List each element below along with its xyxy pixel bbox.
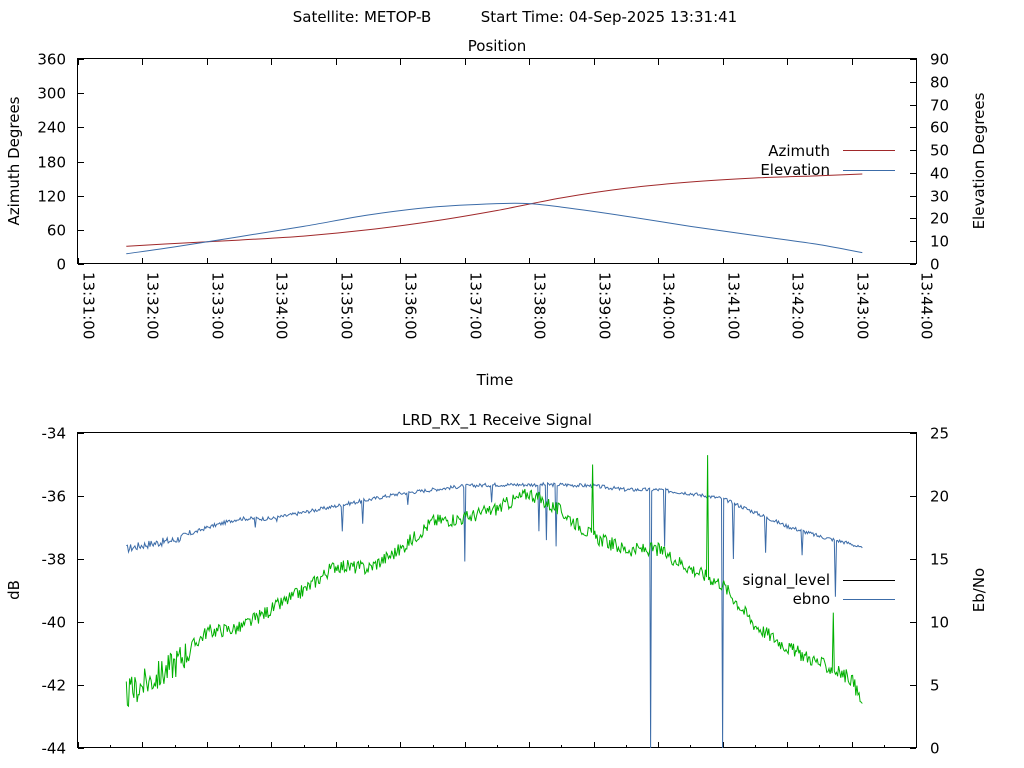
y2-tick-label: 50 xyxy=(930,142,949,160)
y2-tick-label: 90 xyxy=(930,51,949,69)
y-tick-label: -44 xyxy=(42,740,67,758)
y-tick-label: 120 xyxy=(37,188,66,206)
ebno-line xyxy=(126,481,863,749)
position-legend: Azimuth Elevation xyxy=(760,142,895,179)
y-tick-label: 0 xyxy=(56,256,66,274)
signal-level-line xyxy=(125,455,863,708)
x-tick-label: 13:42:00 xyxy=(789,272,807,339)
receive-left-axis: -34 -36 -38 -40 -42 -44 xyxy=(42,425,84,758)
y2-tick-label: 25 xyxy=(930,425,949,443)
y-tick-label: -42 xyxy=(42,677,67,695)
position-chart-title: Position xyxy=(468,37,526,55)
y-tick-label: -34 xyxy=(42,425,67,443)
y2-tick-label: 70 xyxy=(930,97,949,115)
x-tick-label: 13:37:00 xyxy=(467,272,485,339)
position-left-axis: 0 60 120 180 240 300 360 xyxy=(37,51,84,274)
y2-tick-label: 0 xyxy=(930,740,940,758)
position-x-axis-label: Time xyxy=(476,371,514,389)
y2-tick-label: 20 xyxy=(930,210,949,228)
x-tick-label: 13:43:00 xyxy=(854,272,872,339)
x-tick-label: 13:35:00 xyxy=(338,272,356,339)
receive-plot-frame xyxy=(77,432,917,748)
receive-y-axis-label: dB xyxy=(5,580,23,600)
position-plot-frame xyxy=(77,58,917,264)
x-tick-label: 13:40:00 xyxy=(660,272,678,339)
y-tick-label: -38 xyxy=(42,551,67,569)
y2-tick-label: 10 xyxy=(930,233,949,251)
position-y-axis-label: Azimuth Degrees xyxy=(5,96,23,225)
y2-tick-label: 40 xyxy=(930,165,949,183)
legend-elevation-label: Elevation xyxy=(760,161,830,179)
start-time-label: Start Time: 04-Sep-2025 13:31:41 xyxy=(481,8,737,26)
x-tick-label: 13:31:00 xyxy=(80,272,98,339)
receive-series xyxy=(125,455,863,749)
y2-tick-label: 60 xyxy=(930,119,949,137)
y-tick-label: -36 xyxy=(42,488,67,506)
position-series xyxy=(126,173,863,255)
legend-ebno-label: ebno xyxy=(793,590,830,608)
x-tick-label: 13:32:00 xyxy=(144,272,162,339)
elevation-line xyxy=(126,202,863,255)
y2-tick-label: 20 xyxy=(930,488,949,506)
x-tick-label: 13:39:00 xyxy=(596,272,614,339)
legend-azimuth-label: Azimuth xyxy=(768,142,830,160)
x-tick-label: 13:36:00 xyxy=(402,272,420,339)
receive-y2-axis-label: Eb/No xyxy=(970,568,988,612)
receive-x-axis xyxy=(78,742,917,748)
y-tick-label: 60 xyxy=(47,222,66,240)
receive-signal-chart: LRD_RX_1 Receive Signal -34-36-38-40-42-… xyxy=(5,411,988,758)
receive-right-axis: 0 5 10 15 20 25 xyxy=(910,425,949,758)
receive-signal-chart-title: LRD_RX_1 Receive Signal xyxy=(402,411,592,430)
y2-tick-label: 15 xyxy=(930,551,949,569)
y2-tick-label: 5 xyxy=(930,677,940,695)
y-tick-label: 180 xyxy=(37,154,66,172)
satellite-label: Satellite: METOP-B xyxy=(293,8,432,26)
x-tick-label: 13:44:00 xyxy=(918,272,936,339)
y-tick-label: 240 xyxy=(37,119,66,137)
position-right-axis: 0 10 20 30 40 50 60 70 80 90 xyxy=(910,51,949,274)
azimuth-line xyxy=(126,173,863,247)
y2-tick-label: 30 xyxy=(930,188,949,206)
receive-legend: signal_level ebno xyxy=(742,571,895,608)
legend-signal-level-label: signal_level xyxy=(742,571,830,590)
y2-tick-label: 0 xyxy=(930,256,940,274)
x-tick-label: 13:34:00 xyxy=(273,272,291,339)
y2-tick-label: 10 xyxy=(930,614,949,632)
position-x-axis: 13:31:00 13:32:00 13:33:00 13:34:00 13:35:00… xyxy=(78,59,936,339)
y-tick-label: -40 xyxy=(42,614,67,632)
position-chart: Position 13:31:00 13:32:00 13:33:00 13:34:0… xyxy=(5,37,988,389)
position-y2-axis-label: Elevation Degrees xyxy=(970,92,988,229)
x-tick-label: 13:38:00 xyxy=(531,272,549,339)
y-tick-label: 300 xyxy=(37,85,66,103)
y-tick-label: 360 xyxy=(37,51,66,69)
x-tick-label: 13:33:00 xyxy=(209,272,227,339)
x-tick-label: 13:41:00 xyxy=(725,272,743,339)
y2-tick-label: 80 xyxy=(930,74,949,92)
